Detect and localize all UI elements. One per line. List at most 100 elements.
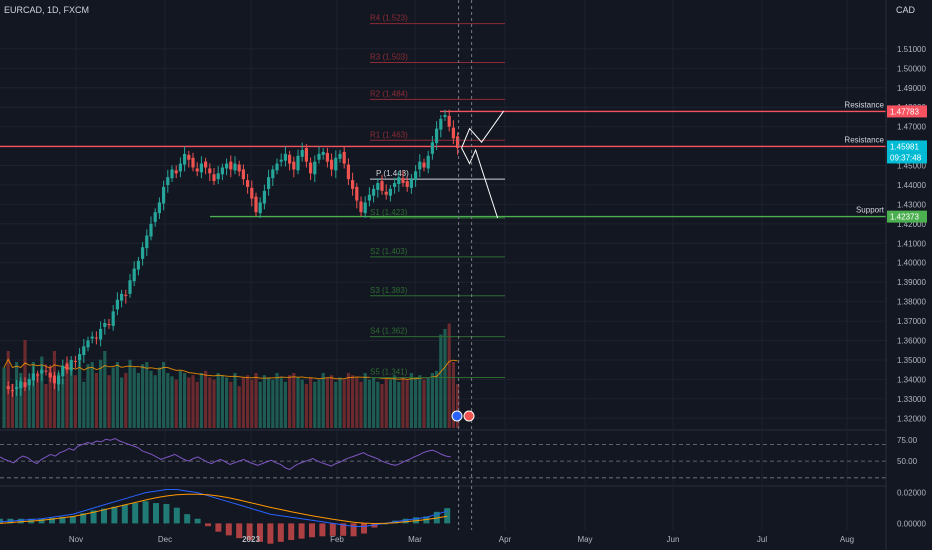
volume-bar (208, 377, 212, 428)
price-axis[interactable]: 1.510001.500001.490001.480001.470001.460… (885, 0, 927, 550)
volume-bar (191, 375, 195, 428)
candle-body (330, 159, 334, 170)
volume-bar (447, 323, 451, 428)
price-tick-label: 1.34000 (897, 375, 926, 384)
candle-body (31, 373, 35, 381)
projection-lines (451, 0, 505, 530)
volume-bar (103, 351, 107, 428)
candle-body (321, 151, 325, 155)
macd-histogram-bar (0, 518, 3, 524)
candle-body (141, 247, 145, 259)
volume-bar (178, 370, 182, 428)
volume-bar (166, 373, 170, 428)
time-tick-label: Nov (69, 535, 83, 544)
macd-histogram-bar (194, 518, 201, 524)
candle-body (304, 148, 308, 162)
volume-bar (19, 373, 23, 428)
volume-bar (384, 377, 388, 428)
price-tick-label: 1.43000 (897, 200, 926, 209)
volume-bar (237, 386, 241, 428)
candle-body (309, 162, 313, 174)
volume-bar (115, 362, 119, 428)
candle-body (426, 155, 430, 169)
time-axis[interactable]: Nov Dec 2023 Feb Mar Apr May Jun Jul Aug (69, 535, 854, 544)
macd-histogram-bar (340, 523, 347, 536)
macd-histogram-bar (184, 514, 191, 524)
candle-body (111, 311, 115, 326)
candle-body (82, 346, 86, 356)
candle-body (342, 151, 346, 164)
volume-bar (426, 377, 430, 428)
candle-body (447, 115, 451, 127)
candle-body (258, 202, 262, 214)
volume-bar (2, 367, 6, 428)
macd-tick-label: 0.02000 (897, 489, 926, 498)
volume-bar (170, 376, 174, 428)
candle-body (27, 379, 31, 386)
candle-body (422, 162, 426, 168)
price-tick-label: 1.35000 (897, 356, 926, 365)
macd-histogram-bar (38, 518, 45, 524)
macd-pane: 0.02000 0.00000 (0, 489, 926, 544)
price-tick-label: 1.51000 (897, 45, 926, 54)
volume-bars (2, 323, 460, 428)
volume-bar (363, 373, 367, 428)
candle-body (103, 323, 107, 327)
volume-bar (367, 379, 371, 428)
volume-bar (288, 375, 292, 428)
volume-bar (195, 381, 199, 428)
countdown-tag (887, 152, 927, 164)
macd-histogram-bar (246, 523, 253, 540)
volume-bar (183, 373, 187, 428)
macd-histogram-bar (257, 523, 263, 542)
candle-body (367, 194, 371, 201)
candle-body (178, 163, 182, 172)
pivot-label: R1 (1.463) (370, 130, 408, 139)
candle-body (44, 370, 48, 372)
volume-bar (48, 367, 52, 428)
candle-body (99, 328, 103, 340)
volume-bar (99, 359, 103, 428)
candle-body (241, 169, 245, 180)
macd-histogram-bar (225, 523, 232, 536)
price-tick-label: 1.39000 (897, 278, 926, 287)
candle-body (430, 142, 434, 154)
countdown-text: 09:37:48 (890, 153, 922, 162)
volume-bar (279, 377, 283, 428)
support-tag-text: 1.42373 (890, 213, 919, 222)
volume-bar (342, 379, 346, 428)
volume-bar (40, 356, 44, 428)
support-resistance-lines[interactable]: Resistance Resistance Support (0, 100, 886, 218)
candle-body (212, 174, 216, 182)
candle-body (136, 260, 140, 270)
candle-body (313, 161, 317, 175)
time-tick-label: May (577, 535, 592, 544)
volume-bar (187, 377, 191, 428)
candle-body (414, 171, 418, 181)
resistance-upper-tag-text: 1.47783 (890, 107, 919, 116)
candle-body (132, 268, 136, 282)
price-tick-label: 1.36000 (897, 337, 926, 346)
candle-body (296, 155, 300, 171)
macd-histogram-bar (101, 508, 107, 524)
macd-histogram-bar (329, 523, 336, 536)
candlesticks[interactable] (6, 109, 460, 397)
volume-bar (246, 375, 250, 428)
volume-bar (296, 377, 300, 428)
candle-body (191, 157, 195, 168)
volume-bar (141, 364, 145, 428)
candle-body (78, 354, 82, 360)
projection-down (461, 147, 499, 219)
candle-body (216, 173, 220, 180)
rsi-tick-label: 75.00 (897, 436, 918, 445)
volume-bar (90, 362, 94, 428)
candle-body (107, 323, 111, 325)
volume-bar (124, 373, 128, 428)
candle-body (359, 201, 363, 213)
volume-bar (174, 379, 178, 428)
rsi-line (0, 437, 451, 471)
candle-body (237, 164, 241, 172)
pivot-label: S1 (1.423) (370, 208, 408, 217)
